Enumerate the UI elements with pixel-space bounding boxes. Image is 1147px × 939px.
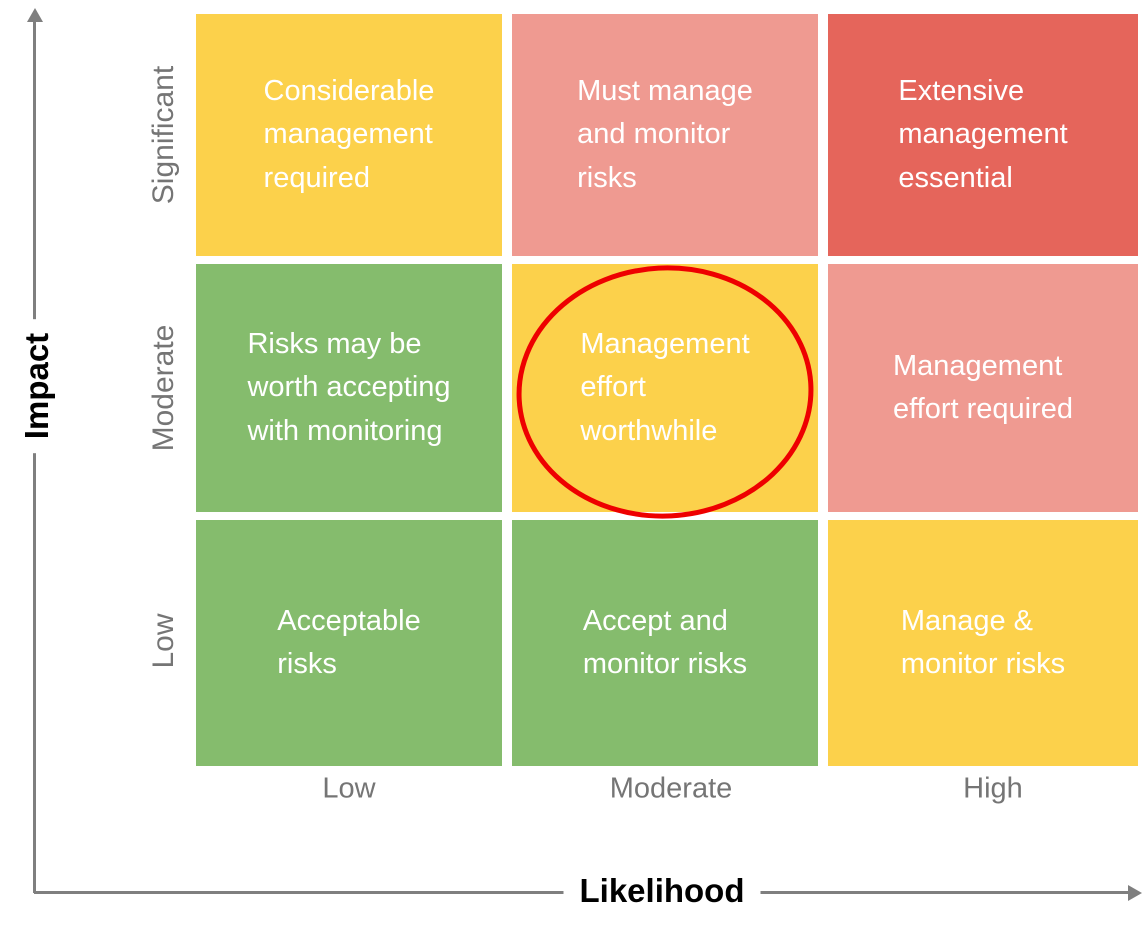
matrix-cell-moderate-high: Management effort required bbox=[828, 264, 1138, 512]
impact-axis-arrow-icon bbox=[27, 8, 43, 22]
matrix-cell-significant-moderate: Must manage and monitor risks bbox=[512, 14, 818, 256]
matrix-cell-low-high: Manage & monitor risks bbox=[828, 520, 1138, 766]
likelihood-axis-arrow-icon bbox=[1128, 885, 1142, 901]
matrix-grid: Considerable management required Must ma… bbox=[196, 14, 1138, 766]
cell-text: Risks may be worth accepting with monito… bbox=[247, 327, 451, 447]
cell-text: Accept and monitor risks bbox=[582, 604, 748, 681]
matrix-cell-significant-high: Extensive management essential bbox=[828, 14, 1138, 256]
cell-text: Manage & monitor risks bbox=[900, 604, 1066, 681]
cell-text: Management effort worthwhile bbox=[580, 327, 750, 447]
likelihood-axis-title: Likelihood bbox=[563, 870, 761, 912]
matrix-cell-low-low: Acceptable risks bbox=[196, 520, 502, 766]
impact-axis-line bbox=[33, 16, 36, 893]
cell-text: Extensive management essential bbox=[898, 74, 1068, 194]
y-label-significant: Significant bbox=[147, 65, 180, 205]
cell-text: Management effort required bbox=[892, 349, 1074, 426]
x-label-moderate: Moderate bbox=[609, 772, 733, 805]
x-label-high: High bbox=[963, 772, 1023, 805]
matrix-cell-significant-low: Considerable management required bbox=[196, 14, 502, 256]
cell-text: Acceptable risks bbox=[277, 604, 421, 681]
matrix-cell-moderate-low: Risks may be worth accepting with monito… bbox=[196, 264, 502, 512]
cell-text: Must manage and monitor risks bbox=[577, 74, 753, 194]
y-label-low: Low bbox=[147, 613, 180, 669]
matrix-cell-moderate-moderate: Management effort worthwhile bbox=[512, 264, 818, 512]
cell-text: Considerable management required bbox=[263, 74, 435, 194]
impact-axis-title: Impact bbox=[18, 318, 56, 454]
y-label-moderate: Moderate bbox=[147, 324, 180, 452]
x-label-low: Low bbox=[322, 772, 376, 805]
matrix-cell-low-moderate: Accept and monitor risks bbox=[512, 520, 818, 766]
